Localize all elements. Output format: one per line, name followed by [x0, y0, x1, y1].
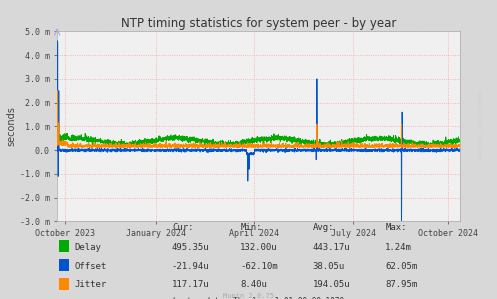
- Title: NTP timing statistics for system peer - by year: NTP timing statistics for system peer - …: [121, 17, 396, 30]
- Text: Max:: Max:: [385, 223, 407, 232]
- Text: Cur:: Cur:: [172, 223, 193, 232]
- Text: Min:: Min:: [241, 223, 262, 232]
- Text: 443.17u: 443.17u: [313, 243, 350, 252]
- Text: 87.95m: 87.95m: [385, 280, 417, 289]
- Text: -62.10m: -62.10m: [241, 262, 278, 271]
- Text: Munin 2.0.75: Munin 2.0.75: [223, 292, 274, 298]
- Text: RRDTOOL / TOBI OETIKER: RRDTOOL / TOBI OETIKER: [478, 91, 483, 160]
- Text: Offset: Offset: [74, 262, 106, 271]
- Text: 1.24m: 1.24m: [385, 243, 412, 252]
- Bar: [59, 278, 69, 290]
- Text: Last update: Thu Jan  1 01:00:00 1970: Last update: Thu Jan 1 01:00:00 1970: [173, 298, 344, 299]
- Text: Delay: Delay: [74, 243, 101, 252]
- Text: 495.35u: 495.35u: [172, 243, 210, 252]
- Text: Jitter: Jitter: [74, 280, 106, 289]
- Text: 62.05m: 62.05m: [385, 262, 417, 271]
- Text: Avg:: Avg:: [313, 223, 334, 232]
- Text: 117.17u: 117.17u: [172, 280, 210, 289]
- Bar: [59, 240, 69, 252]
- Bar: [59, 259, 69, 271]
- Y-axis label: seconds: seconds: [7, 106, 17, 147]
- Text: -21.94u: -21.94u: [172, 262, 210, 271]
- Text: 132.00u: 132.00u: [241, 243, 278, 252]
- Text: 194.05u: 194.05u: [313, 280, 350, 289]
- Text: 8.40u: 8.40u: [241, 280, 267, 289]
- Text: 38.05u: 38.05u: [313, 262, 345, 271]
